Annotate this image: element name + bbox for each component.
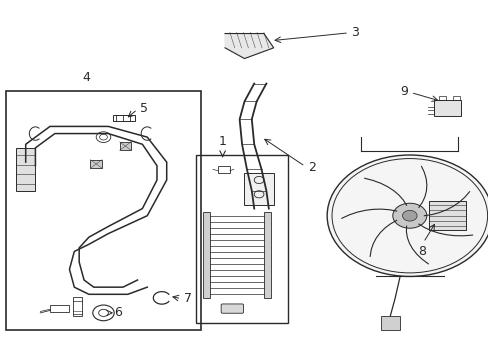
Bar — [380, 316, 399, 330]
Bar — [264, 212, 271, 298]
Bar — [452, 96, 459, 100]
Bar — [113, 114, 135, 121]
Text: 4: 4 — [82, 71, 90, 84]
Text: 5: 5 — [140, 102, 148, 115]
Text: 9: 9 — [399, 85, 407, 98]
Bar — [433, 100, 460, 116]
Bar — [16, 148, 35, 191]
Text: 6: 6 — [114, 306, 122, 319]
Bar — [217, 166, 229, 173]
Circle shape — [392, 203, 426, 228]
Bar — [244, 173, 273, 205]
Text: 3: 3 — [351, 26, 359, 39]
Bar — [196, 155, 287, 323]
Bar — [203, 212, 210, 298]
Bar — [6, 91, 201, 330]
Circle shape — [402, 210, 416, 221]
Bar — [50, 305, 69, 312]
Bar — [438, 96, 446, 100]
Bar — [73, 297, 82, 316]
Bar — [119, 142, 131, 150]
Bar — [90, 159, 102, 168]
Text: 7: 7 — [183, 292, 191, 305]
Text: 1: 1 — [218, 135, 226, 148]
Polygon shape — [224, 33, 273, 59]
FancyBboxPatch shape — [221, 304, 243, 313]
Text: 8: 8 — [417, 245, 425, 258]
Circle shape — [326, 155, 488, 276]
Text: 2: 2 — [307, 161, 315, 174]
Bar — [428, 202, 465, 230]
